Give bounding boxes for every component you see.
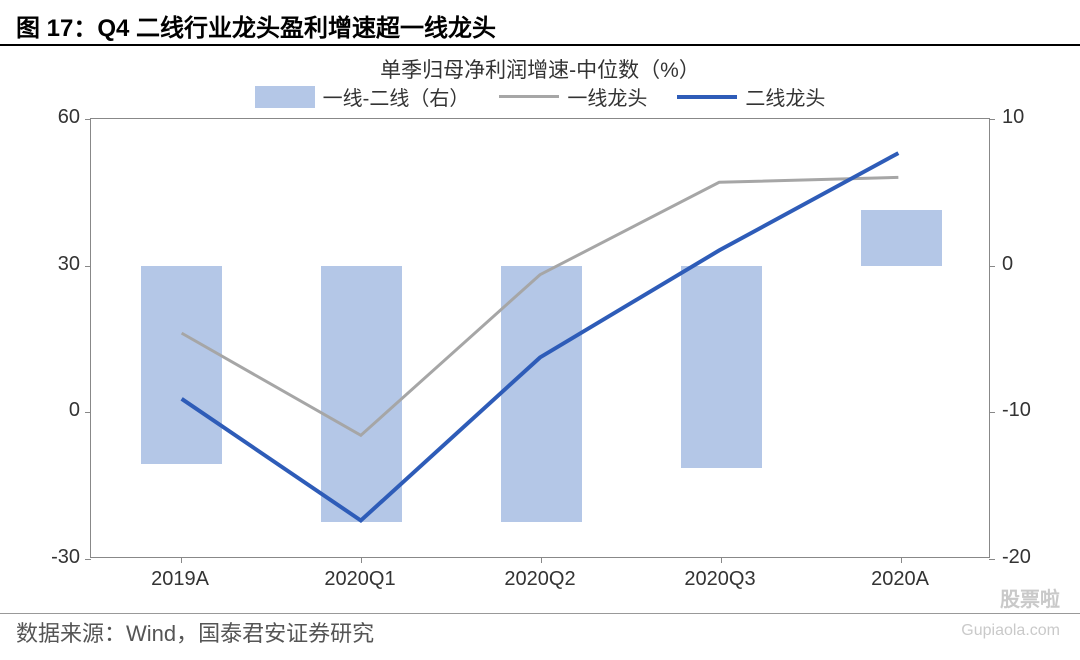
y-tick-right [989,266,995,267]
x-label: 2020Q2 [504,568,575,591]
y-tick-right [989,559,995,560]
watermark-logo: 股票啦 [1000,583,1060,612]
legend-item-line2: 二线龙头 [677,82,825,111]
y-label-right: -20 [1002,546,1072,569]
x-tick [901,557,902,563]
x-label: 2020A [871,568,929,591]
legend-label-bar: 一线-二线（右） [323,82,470,111]
y-tick-left [85,412,91,413]
legend-label-line2: 二线龙头 [745,82,825,111]
x-tick [541,557,542,563]
y-label-left: -30 [10,546,80,569]
x-label: 2020Q3 [684,568,755,591]
line-chart-svg [91,119,989,557]
legend-item-bar: 一线-二线（右） [255,82,470,111]
y-tick-left [85,266,91,267]
y-label-right: -10 [1002,399,1072,422]
legend-swatch-line2 [677,95,737,99]
y-tick-right [989,412,995,413]
legend: 一线-二线（右） 一线龙头 二线龙头 [0,82,1080,111]
figure-title: 图 17：Q4 二线行业龙头盈利增速超一线龙头 [16,8,496,43]
x-label: 2020Q1 [324,568,395,591]
x-tick [361,557,362,563]
title-divider [0,44,1080,46]
watermark-url: Gupiaola.com [961,622,1060,640]
line-series-2 [182,153,899,520]
x-tick [181,557,182,563]
plot-area [90,118,990,558]
y-label-left: 60 [10,106,80,129]
y-tick-left [85,119,91,120]
source-divider [0,613,1080,614]
legend-label-line1: 一线龙头 [567,82,647,111]
x-tick [721,557,722,563]
legend-swatch-line1 [499,95,559,98]
y-label-right: 10 [1002,106,1072,129]
y-label-left: 0 [10,399,80,422]
y-tick-right [989,119,995,120]
legend-swatch-bar [255,86,315,108]
x-label: 2019A [151,568,209,591]
line-series-1 [182,177,899,435]
y-tick-left [85,559,91,560]
y-label-right: 0 [1002,253,1072,276]
source-text: 数据来源：Wind，国泰君安证券研究 [16,616,374,648]
y-label-left: 30 [10,253,80,276]
legend-item-line1: 一线龙头 [499,82,647,111]
chart-title: 单季归母净利润增速-中位数（%） [0,54,1080,84]
